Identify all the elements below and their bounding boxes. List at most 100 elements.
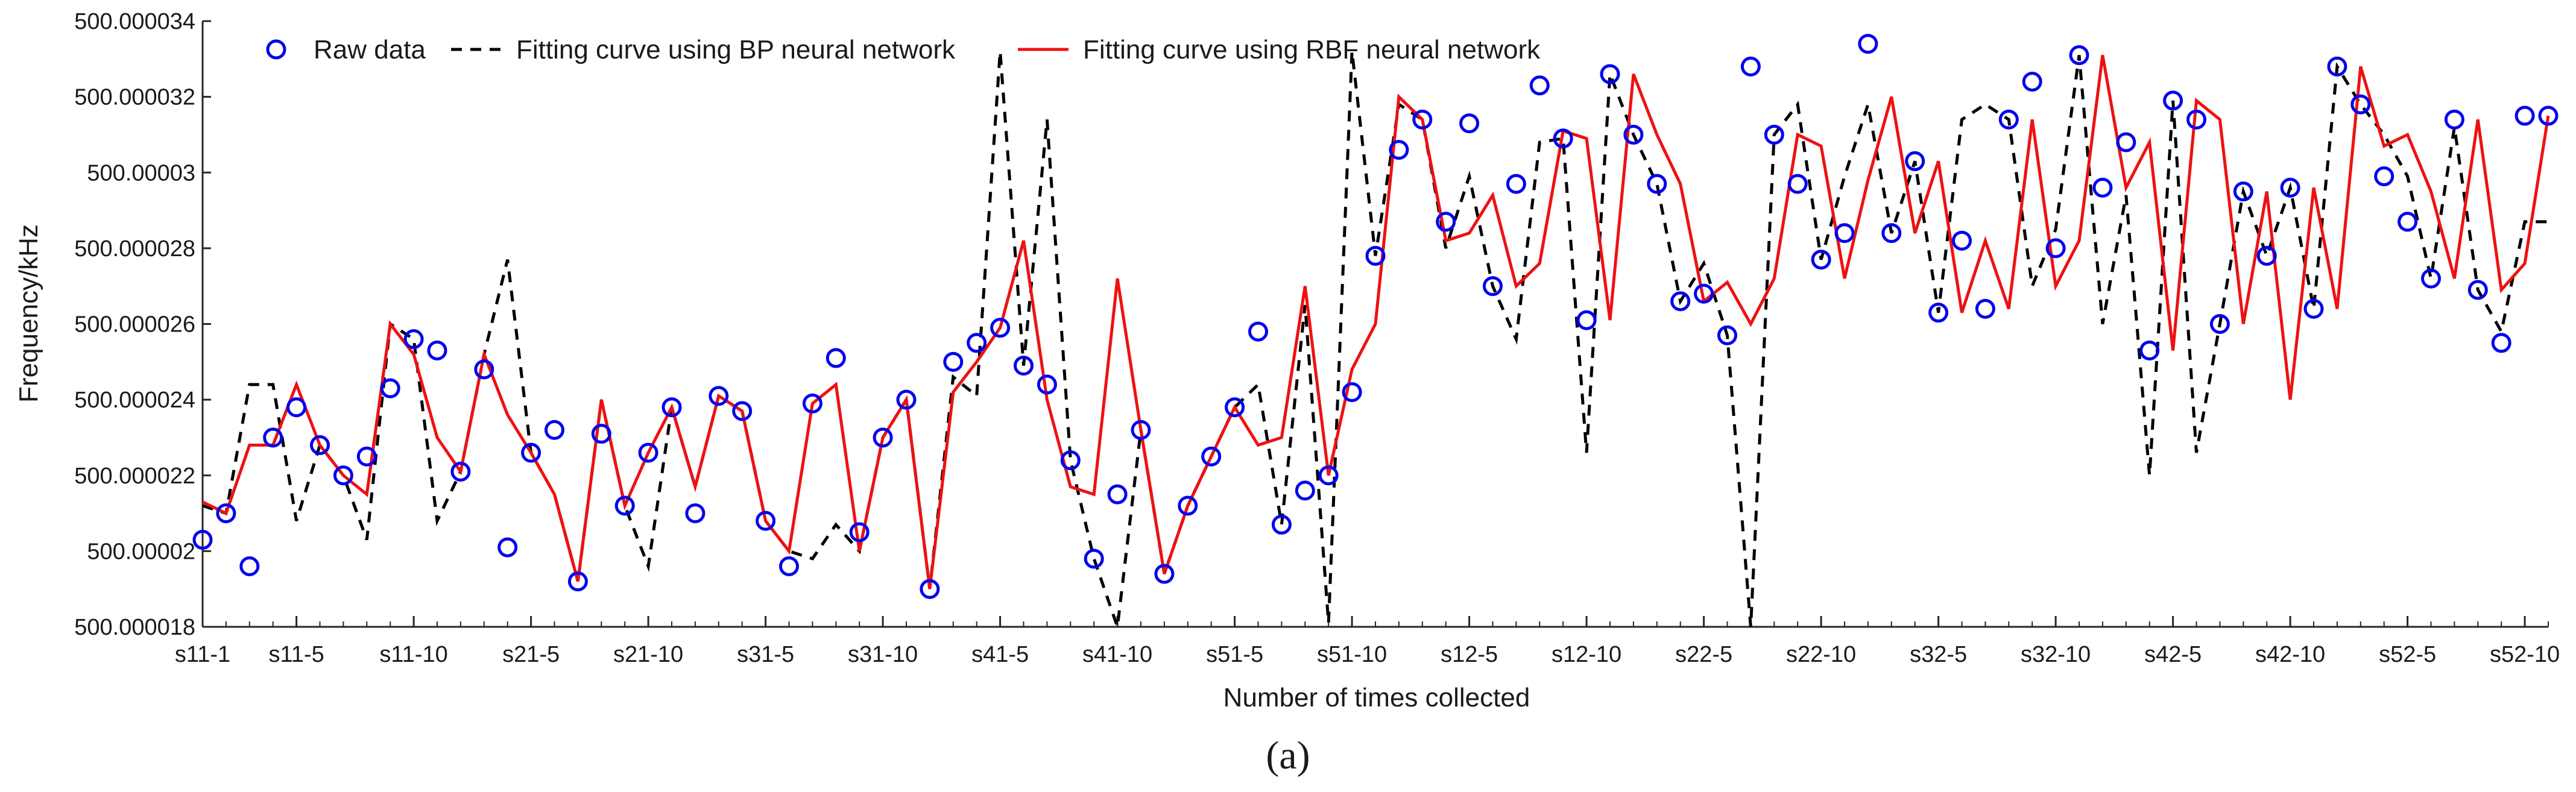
raw-data-point — [2467, 280, 2488, 300]
y-tick-label: 500.000022 — [74, 464, 195, 489]
raw-data-point — [192, 530, 213, 550]
raw-data-point — [826, 348, 846, 368]
x-tick-label: s11-10 — [379, 642, 447, 667]
y-tick-label: 500.00003 — [87, 160, 195, 186]
x-tick-label: s12-10 — [1552, 642, 1621, 667]
legend-rbf-label: Fitting curve using RBF neural network — [1083, 35, 1541, 64]
y-tick-label: 500.00002 — [87, 539, 195, 564]
x-tick-label: s31-5 — [737, 642, 794, 667]
raw-data-point — [756, 511, 776, 531]
raw-data-point — [1459, 113, 1480, 134]
raw-data-point — [1178, 495, 1198, 516]
raw-data-point — [263, 427, 283, 448]
raw-data-point — [2280, 177, 2300, 198]
raw-data-point — [286, 397, 307, 418]
x-tick-label: s42-5 — [2144, 642, 2202, 667]
raw-data-point — [1623, 124, 1644, 145]
raw-data-point — [2514, 105, 2535, 126]
raw-data-point — [1952, 230, 1972, 251]
raw-data-point — [1037, 374, 1057, 395]
raw-data-point — [403, 329, 424, 350]
raw-data-point — [545, 420, 564, 440]
x-tick-label: s42-10 — [2255, 642, 2325, 667]
raw-data-point — [1905, 151, 1925, 171]
raw-data-point — [1717, 325, 1737, 345]
raw-data-point — [1928, 303, 1949, 323]
raw-data-point — [450, 461, 471, 482]
raw-data-point — [1483, 276, 1503, 297]
raw-data-point — [1014, 356, 1034, 376]
raw-data-point — [1154, 564, 1175, 584]
legend: Raw data Fitting curve using BP neural ne… — [266, 35, 1541, 64]
raw-data-point — [614, 495, 635, 516]
raw-data-point — [1107, 484, 1128, 504]
x-tick-label: s32-10 — [2021, 642, 2091, 667]
x-tick-label: s22-10 — [1786, 642, 1856, 667]
raw-data-point — [1506, 174, 1526, 194]
raw-data-point — [333, 465, 353, 486]
raw-data-point — [2116, 132, 2136, 152]
raw-data-point — [1881, 223, 1902, 244]
legend-bp-label: Fitting curve using BP neural network — [516, 35, 956, 64]
raw-data-point — [2538, 105, 2559, 126]
x-tick-label: s41-5 — [971, 642, 1029, 667]
raw-data-point — [521, 442, 541, 463]
raw-data-point — [380, 378, 400, 398]
raw-data-point — [2256, 245, 2277, 266]
y-tick-label: 500.000026 — [74, 312, 195, 338]
raw-data-point — [920, 579, 940, 599]
raw-data-point — [2327, 56, 2347, 77]
raw-data-point — [497, 537, 518, 558]
x-tick-label: s51-5 — [1206, 642, 1263, 667]
series-group — [192, 34, 2559, 627]
raw-data-point — [2022, 72, 2042, 92]
x-tick-label: s21-10 — [613, 642, 683, 667]
legend-raw-marker — [266, 39, 286, 60]
y-tick-label: 500.000024 — [74, 388, 195, 413]
raw-data-point — [1436, 212, 1456, 232]
raw-data-point — [2092, 177, 2113, 198]
raw-data-point — [1365, 245, 1386, 266]
rbf-series-line — [203, 55, 2550, 589]
x-tick-label: s11-1 — [175, 642, 230, 667]
raw-data-point — [1131, 420, 1151, 440]
raw-data-point — [732, 401, 753, 421]
x-tick-label: s21-5 — [502, 642, 560, 667]
x-tick-label: s52-10 — [2490, 642, 2560, 667]
raw-data-point — [2209, 314, 2230, 334]
raw-data-point — [1389, 140, 1409, 160]
raw-data-point — [661, 397, 682, 418]
figure-caption: (a) — [1266, 734, 1310, 778]
y-tick-label: 500.000034 — [74, 9, 195, 34]
x-tick-label: s32-5 — [1910, 642, 1967, 667]
raw-data-point — [1412, 109, 1433, 130]
raw-data-point — [1647, 174, 1667, 194]
raw-data-point — [2491, 333, 2511, 353]
raw-data-point — [1225, 397, 1245, 418]
raw-data-point — [1858, 34, 1878, 54]
raw-data-point — [1811, 250, 1831, 270]
raw-data-point — [943, 351, 964, 372]
raw-data-point — [1553, 128, 1573, 149]
raw-data-point — [2186, 109, 2206, 130]
x-tick-label: s31-10 — [848, 642, 918, 667]
raw-data-point — [591, 424, 611, 444]
raw-data-point — [2139, 340, 2160, 360]
raw-data-point — [1084, 548, 1104, 569]
x-tick-label: s41-10 — [1082, 642, 1152, 667]
raw-data-point — [779, 556, 799, 576]
legend-raw-label: Raw data — [314, 35, 426, 64]
raw-data-point — [1248, 321, 1268, 342]
raw-data-point — [685, 503, 706, 524]
x-tick-label: s11-5 — [268, 642, 324, 667]
raw-data-point — [1975, 298, 1995, 319]
raw-data-point — [873, 427, 893, 448]
x-tick-label: s51-10 — [1317, 642, 1387, 667]
raw-data-point — [1787, 174, 1808, 194]
raw-data-point — [1576, 310, 1597, 330]
raw-data-point — [1295, 480, 1315, 501]
raw-data-point — [638, 442, 658, 463]
x-axis-title: Number of times collected — [1223, 683, 1530, 712]
raw-data-point — [2303, 298, 2324, 319]
raw-data-point — [1342, 382, 1362, 403]
